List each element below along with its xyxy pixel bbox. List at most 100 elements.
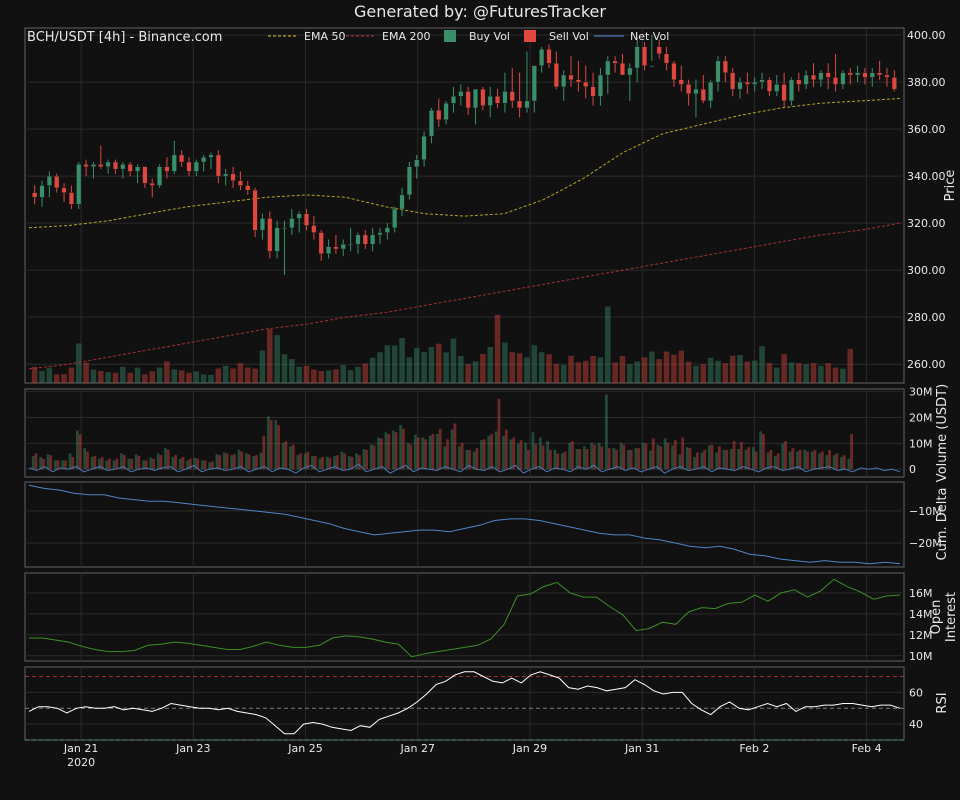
sell-volume-bar [394,432,398,470]
rsi-tick-label: 60 [909,686,923,699]
ema200-line [28,222,901,370]
candle-up [223,173,229,177]
buy-volume-bar [788,362,795,383]
buy-volume-bar [693,456,696,470]
buy-volume-bar [568,442,572,470]
x-tick-label: Jan 23 [175,742,210,755]
candle-down [619,63,625,76]
candle-up [326,246,332,254]
sell-volume-bar [798,449,802,470]
sell-volume-bar [607,448,611,470]
candle-down [318,232,324,254]
candle-down [884,74,890,78]
x-tick-label: Jan 27 [400,742,435,755]
buy-volume-bar [340,451,344,470]
sell-volume-bar [127,372,133,383]
candle-down [267,218,273,252]
buy-volume-bar [531,345,538,383]
rsi-tick-label: 40 [909,718,923,731]
buy-volume-bar [75,343,82,383]
candle-up [259,218,265,231]
cum-delta-tick-label: −20M [909,537,942,550]
buy-volume-bar [244,453,248,470]
candle-down [686,84,692,95]
buy-volume-bar [818,453,821,470]
buy-volume-bar [421,352,427,383]
sell-volume-bar [480,353,486,383]
buy-volume-bar [560,453,564,470]
candle-down [796,79,802,85]
buy-volume-bar [156,453,160,470]
buy-volume-bar [362,448,366,470]
sell-volume-bar [188,458,192,470]
sell-volume-bar [725,449,729,470]
sell-volume-bar [49,455,53,470]
price-tick-label: 320.00 [907,217,946,230]
buy-volume-bar [230,455,234,470]
sell-volume-bar [490,434,493,470]
sell-volume-bar [637,448,640,470]
buy-volume-bar [634,361,640,383]
sell-volume-bar [796,363,802,383]
sell-volume-bar [828,449,831,470]
candle-up [296,213,302,219]
buy-volume-bar [289,446,292,470]
buy-volume-bar [428,347,435,383]
buy-volume-bar [803,449,807,470]
price-panel-ema-lines [28,98,901,370]
sell-volume-bar [703,449,707,470]
buy-volume-bar [46,367,53,383]
buy-volume-bar [377,352,383,383]
sell-volume-bar [784,441,787,470]
sell-volume-bar [769,449,773,470]
candle-up [855,72,861,76]
legend-label: Net Vol [630,30,669,43]
sell-volume-bar [825,363,831,383]
sell-volume-bar [781,354,787,383]
candle-down [186,161,192,172]
buy-volume-bar [524,442,527,470]
sell-volume-bar [318,371,325,383]
x-tick-label: Jan 21 [63,742,98,755]
candle-down [590,86,596,97]
candle-up [597,74,603,97]
candle-down [113,161,118,170]
buy-volume-bar [347,456,351,470]
buy-volume-bar [406,442,410,470]
sell-volume-bar [651,438,655,470]
sell-volume-bar [365,449,369,470]
buy-volume-bar [399,338,405,383]
sell-volume-bar [78,434,82,470]
buy-volume-bar [480,440,483,470]
candle-down [656,46,662,55]
sell-volume-bar [31,366,38,383]
sell-volume-bar [267,329,273,383]
candle-up [46,175,52,186]
buy-volume-bar [252,456,256,470]
sell-volume-bar [218,455,222,470]
sell-volume-bar [86,451,89,470]
buy-volume-bar [142,460,145,470]
buy-volume-bar [737,448,741,470]
sell-volume-bar [255,455,258,470]
buy-volume-bar [450,429,454,470]
sell-volume-bar [600,446,604,470]
candle-up [649,65,655,67]
buy-volume-bar [222,452,226,470]
candle-up [392,208,398,229]
candle-up [201,157,207,163]
buy-volume-bar [465,449,469,470]
sell-volume-bar [644,443,648,470]
buy-volume-bar [384,345,391,383]
candle-up [76,164,82,205]
sell-volume-bar [68,367,75,383]
candle-down [68,192,74,205]
buy-volume-bar [98,458,101,470]
sell-volume-bar [582,360,589,383]
sell-volume-bar [159,455,163,470]
buy-volume-bar [700,452,704,470]
sell-volume-bar [56,460,60,470]
sell-volume-bar [556,453,560,470]
sell-volume-bar [619,356,626,383]
price-tick-label: 280.00 [907,311,946,324]
